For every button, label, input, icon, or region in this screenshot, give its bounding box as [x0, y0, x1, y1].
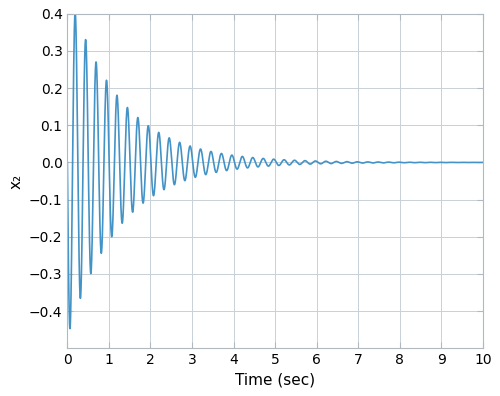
X-axis label: Time (sec): Time (sec)	[235, 373, 315, 388]
Y-axis label: x₂: x₂	[8, 173, 24, 188]
